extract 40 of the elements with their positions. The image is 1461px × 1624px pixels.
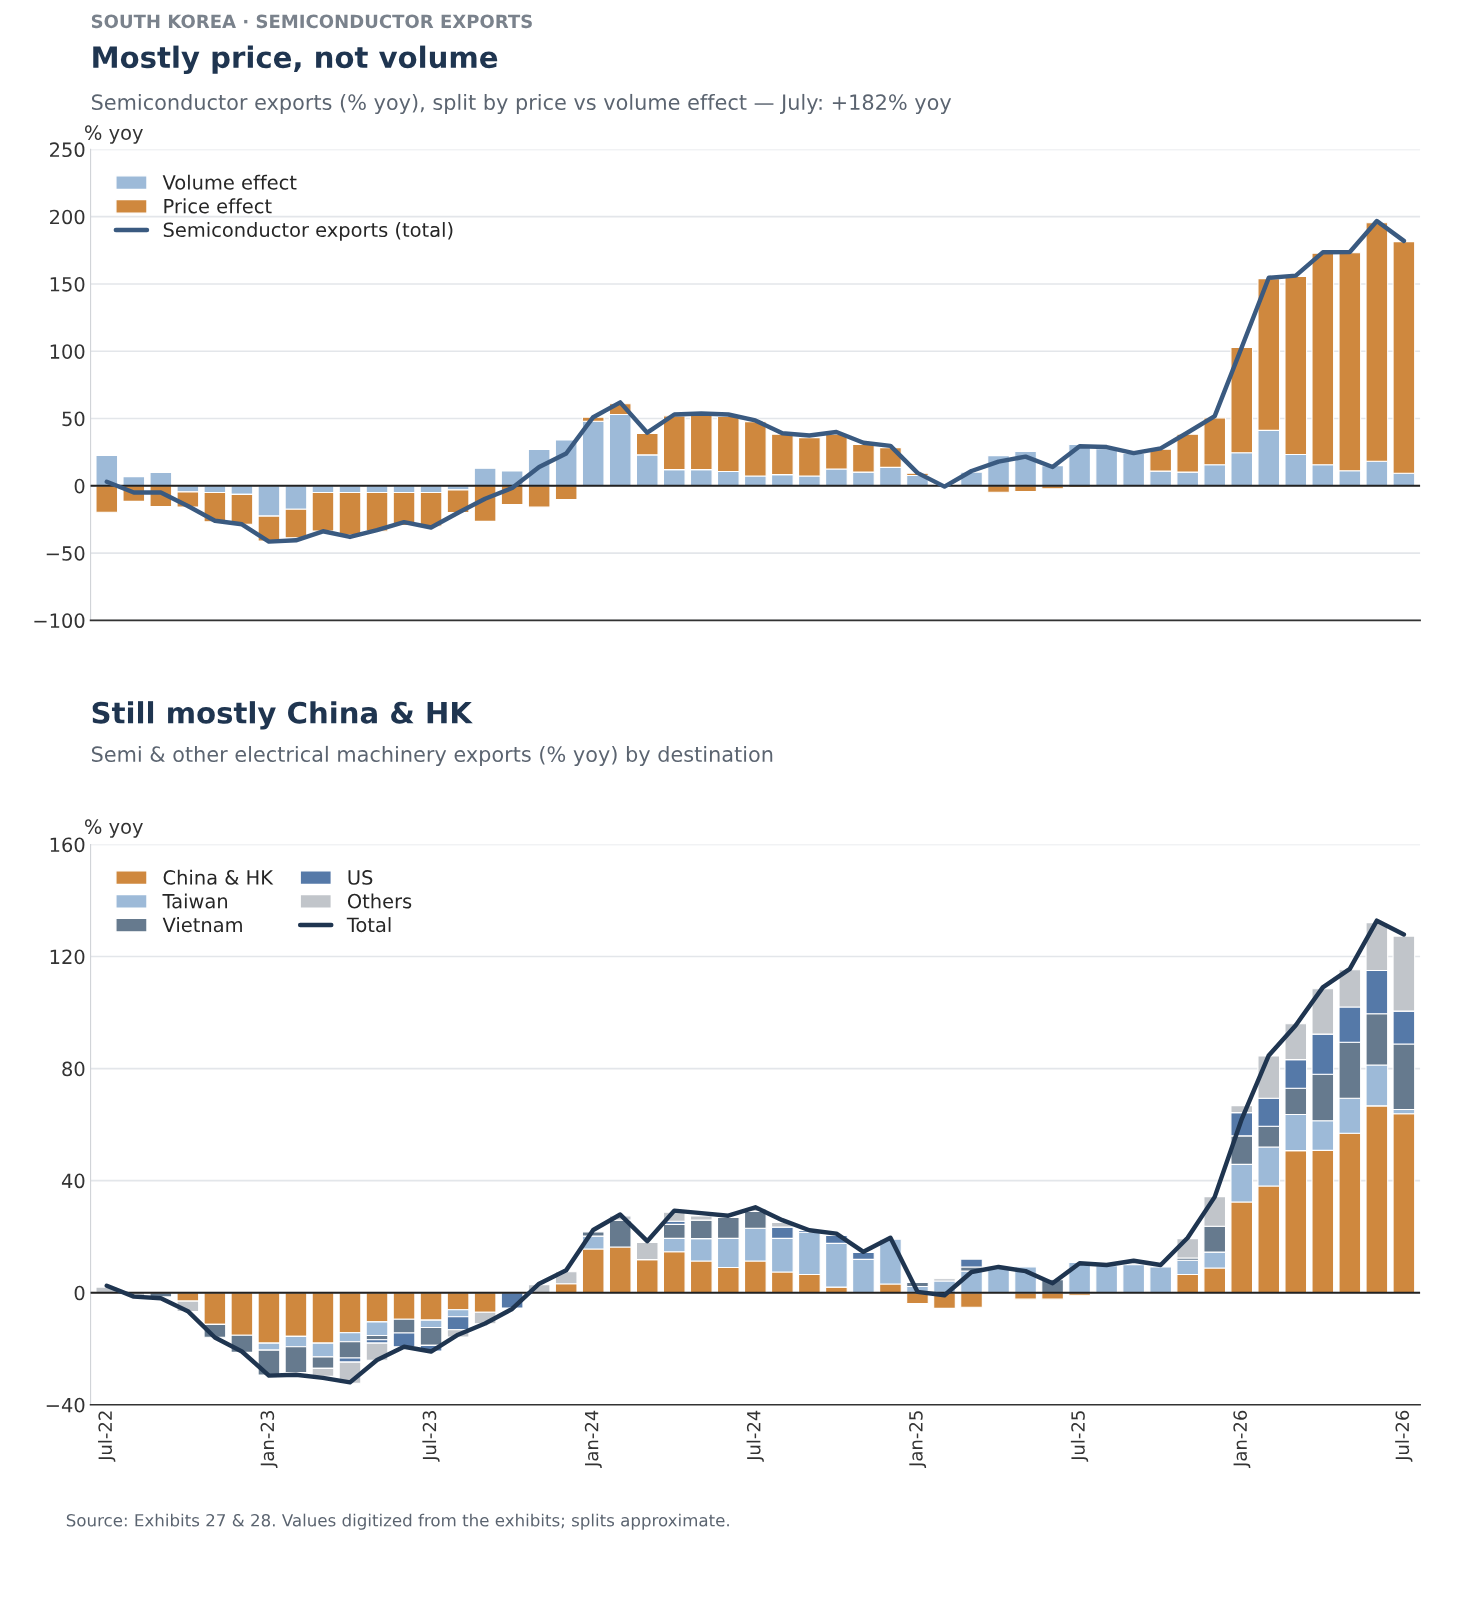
x-tick-label: Jul-23 (422, 1411, 440, 1462)
y-tick-label: 120 (50, 949, 85, 965)
x-tick-label: Jan-25 (909, 1411, 927, 1468)
x-tick-label: Jul-26 (1395, 1410, 1413, 1462)
chart-title: Still mostly China & HK (92, 701, 473, 730)
x-tick-label: Jul-22 (98, 1411, 116, 1462)
legend-label: Price effect (164, 198, 272, 214)
chart-title: Mostly price, not volume (93, 45, 498, 75)
y-tick-label: 100 (50, 344, 85, 359)
y-tick-label: 0 (74, 1285, 85, 1301)
y-tick-label: 50 (62, 411, 85, 427)
legend-label: Semiconductor exports (total) (163, 222, 453, 241)
y-tick-label: 160 (50, 837, 85, 853)
y-tick-label: 150 (50, 276, 85, 292)
y-tick-label: 250 (50, 142, 85, 158)
x-tick-label: Jan-23 (260, 1411, 278, 1468)
y-tick-label: −100 (34, 613, 85, 629)
y-tick-label: 0 (74, 478, 85, 494)
legend-label: Taiwan (162, 893, 227, 909)
y-axis-title: % yoy (85, 125, 143, 144)
legend-label: Vietnam (162, 917, 242, 933)
legend-label: US (348, 870, 373, 885)
x-tick-label: Jul-25 (1070, 1411, 1089, 1462)
y-tick-label: 80 (62, 1061, 85, 1077)
y-axis-title: % yoy (85, 819, 143, 838)
x-tick-label: Jan-24 (584, 1410, 602, 1468)
legend-label: Total (346, 917, 391, 933)
y-tick-label: −40 (46, 1397, 85, 1413)
legend-label: Others (347, 893, 412, 909)
y-tick-label: 200 (50, 209, 85, 225)
y-tick-label: 40 (61, 1173, 85, 1189)
x-tick-label: Jul-24 (746, 1410, 764, 1462)
text: SOUTH KOREA · SEMICONDUCTOR EXPORTS (91, 14, 532, 29)
legend-label: Volume effect (162, 174, 297, 190)
chart-subtitle: Semi & other electrical machinery exports (% yoy) by destination (91, 745, 773, 767)
x-tick-label: Jan-26 (1233, 1410, 1251, 1468)
chart-subtitle: Semiconductor exports (% yoy), split by price vs volume effect — July: +182% yoy (91, 93, 952, 115)
legend-label: China & HK (163, 869, 274, 885)
y-tick-label: −50 (46, 546, 85, 561)
source-note: Source: Exhibits 27 & 28. Values digitized from the exhibits; splits approximate. (66, 1513, 729, 1530)
